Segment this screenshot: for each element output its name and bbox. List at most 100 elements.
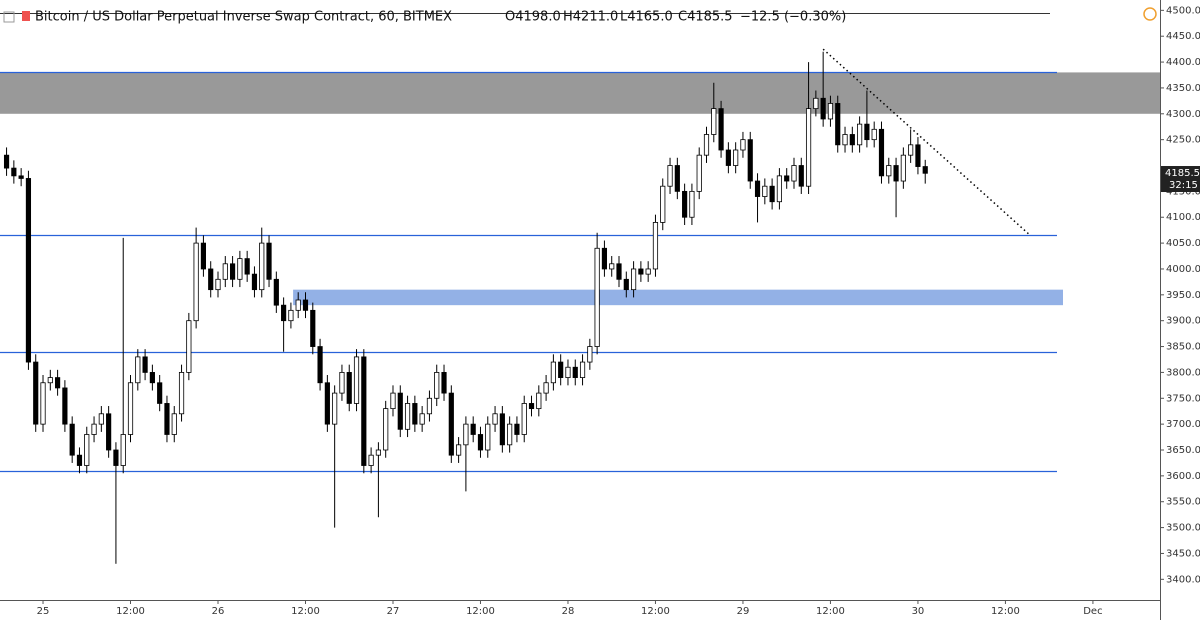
candle-body — [47, 377, 53, 384]
symbol-title: Bitcoin / US Dollar Perpetual Inverse Sw… — [35, 10, 452, 25]
candle-body — [193, 242, 199, 322]
candle-body — [631, 268, 637, 291]
candle-body — [725, 149, 731, 166]
x-tick-label: 28 — [562, 606, 575, 617]
x-tick-label: 12:00 — [116, 606, 145, 617]
candle-body — [893, 165, 899, 182]
candle-body — [375, 449, 381, 456]
candle-body — [915, 144, 921, 167]
candle-body — [157, 382, 163, 404]
candle-body — [178, 372, 185, 415]
candle-body — [528, 403, 535, 410]
collapse-icon[interactable] — [3, 11, 15, 23]
y-tick-label: 3800.0 — [1166, 367, 1200, 378]
candle-body — [558, 361, 564, 378]
candle-body — [186, 320, 192, 373]
x-tick-label: 27 — [387, 606, 400, 617]
candle-body — [200, 242, 207, 270]
candle-body — [886, 165, 892, 177]
candle-body — [251, 273, 258, 291]
candle-body — [667, 165, 673, 187]
candle-body — [113, 449, 119, 466]
alert-icon[interactable] — [1143, 7, 1157, 21]
y-tick-label: 3850.0 — [1166, 342, 1200, 353]
candle-body — [754, 180, 761, 197]
zone — [293, 289, 1063, 306]
y-tick-label: 4250.0 — [1166, 135, 1200, 146]
x-tick-label: 12:00 — [991, 606, 1020, 617]
candle-body — [149, 372, 155, 384]
candle-body — [135, 356, 141, 384]
candle-body — [470, 423, 476, 435]
candle-body — [805, 108, 812, 187]
candle-body — [813, 97, 819, 110]
candle-body — [878, 128, 885, 177]
candle-body — [579, 361, 586, 378]
price-axis-bg — [1161, 0, 1200, 620]
candle-body — [616, 263, 622, 280]
y-tick-label: 3600.0 — [1166, 471, 1200, 482]
candle-body — [463, 423, 469, 446]
candle-body — [543, 382, 549, 394]
symbol-icon — [22, 11, 30, 21]
candle-body — [11, 167, 17, 177]
y-tick-label: 3550.0 — [1166, 497, 1200, 508]
candle-body — [62, 387, 68, 425]
candle-body — [740, 139, 746, 151]
x-tick-label: Dec — [1083, 606, 1102, 617]
candle-body — [572, 366, 578, 378]
candle-body — [69, 423, 75, 456]
candle-body — [594, 247, 600, 347]
y-tick-label: 4050.0 — [1166, 238, 1200, 249]
candle-body — [711, 108, 717, 135]
candle-body — [25, 178, 32, 363]
y-tick-label: 4100.0 — [1166, 212, 1200, 223]
candle-body — [842, 134, 848, 146]
candle-body — [499, 413, 505, 446]
candle-body — [353, 356, 360, 404]
candle-body — [142, 356, 148, 373]
candle-body — [682, 190, 688, 218]
candle-body — [448, 392, 454, 456]
candle-body — [339, 372, 345, 394]
x-tick-label: 25 — [37, 606, 50, 617]
candle-body — [332, 392, 338, 425]
candle-body — [908, 144, 914, 156]
candle-body — [849, 134, 855, 146]
candle-body — [652, 222, 659, 270]
candle-body — [91, 423, 97, 435]
candle-body — [273, 278, 279, 306]
y-tick-label: 3750.0 — [1166, 393, 1200, 404]
x-tick-label: 12:00 — [816, 606, 845, 617]
candle-body — [281, 304, 287, 322]
y-tick-label: 3400.0 — [1166, 574, 1200, 585]
candle-body — [922, 166, 928, 174]
candle-body — [791, 165, 797, 182]
candle-body — [215, 278, 221, 291]
candle-body — [514, 423, 520, 435]
candle-body — [404, 403, 411, 430]
candle-body — [266, 242, 272, 280]
candle-body — [164, 403, 170, 435]
candle-body — [288, 309, 294, 322]
candle-body — [222, 263, 228, 280]
candle-body — [127, 382, 134, 435]
candle-body — [383, 408, 389, 451]
countdown: 32:15 — [1169, 180, 1198, 191]
candle-body — [426, 397, 433, 415]
candle-body — [324, 382, 330, 425]
candle-body — [33, 361, 39, 425]
x-tick-label: 29 — [737, 606, 750, 617]
y-tick-label: 3950.0 — [1166, 290, 1200, 301]
candle-body — [835, 103, 841, 146]
candle-body — [485, 423, 491, 451]
candle-body — [871, 128, 877, 141]
zone — [0, 72, 1160, 114]
candle-body — [302, 299, 309, 311]
y-tick-label: 3900.0 — [1166, 316, 1200, 327]
candle-body — [18, 175, 24, 179]
candle-body — [317, 346, 323, 384]
plot-area — [0, 48, 1160, 564]
candle-body — [259, 242, 265, 291]
candle-body — [623, 278, 629, 291]
